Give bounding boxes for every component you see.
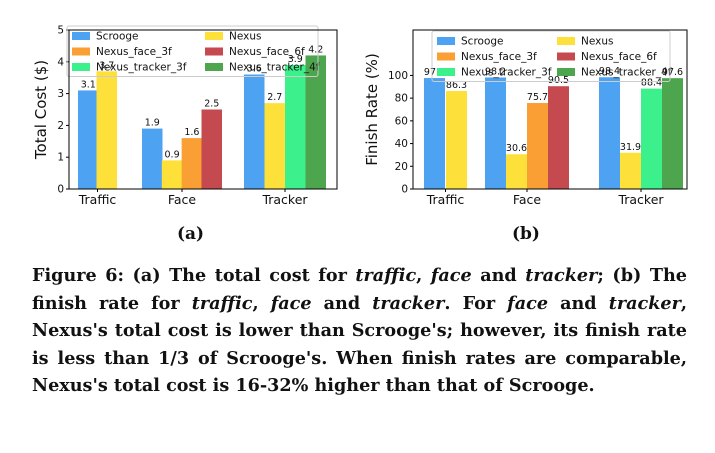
value-label: 75.7: [527, 92, 548, 103]
value-label: 31.9: [620, 142, 641, 153]
legend-label: Nexus_face_3f: [461, 51, 537, 63]
x-tick-label: Traffic: [426, 192, 465, 207]
bar-tracker-nexus_tracker_4f: [662, 78, 683, 189]
value-label: 2.5: [204, 99, 219, 110]
chart-total-cost: 3.13.7 Traffic 1.9 0.9 1.6 2.5 Face 3.6 2.7 3.9 4.…: [32, 25, 338, 207]
legend-swatch: [437, 52, 455, 61]
legend-frame: [66, 25, 319, 77]
bar-traffic-nexus: [96, 71, 117, 189]
value-label: 3.1: [81, 79, 96, 90]
y-tick-label: 4: [57, 56, 64, 68]
bar-face-nexus_face_3f: [527, 103, 548, 189]
legend-label: Nexus: [229, 31, 261, 43]
legend-label: Nexus_face_3f: [96, 46, 172, 58]
y-axis-label: Total Cost ($): [32, 60, 50, 160]
value-label: 86.3: [446, 80, 467, 91]
y-tick-label: 1: [57, 152, 64, 164]
legend-frame: [431, 30, 671, 82]
y-tick-label: 3: [57, 88, 64, 100]
legend-swatch: [557, 52, 575, 61]
y-tick-label: 2: [57, 120, 64, 132]
y-tick-label: 40: [395, 138, 408, 150]
value-label: 98.4: [599, 66, 620, 77]
bar-face-scrooge: [485, 77, 506, 189]
y-tick-label: 0: [401, 184, 408, 196]
value-label: 97.6: [662, 67, 683, 78]
legend-label: Nexus_tracker_3f: [461, 67, 552, 79]
legend-label: Nexus_tracker_3f: [96, 62, 187, 74]
value-label: 88.4: [641, 78, 662, 89]
bar-tracker-scrooge: [599, 77, 620, 189]
x-tick-label: Face: [513, 192, 542, 207]
value-label: 97.7: [424, 67, 445, 78]
legend-swatch: [437, 68, 455, 76]
y-axis-label: Finish Rate (%): [363, 53, 381, 166]
legend-label: Nexus_tracker_4f: [581, 67, 672, 79]
bar-tracker-scrooge: [244, 74, 265, 189]
x-tick-label: Face: [168, 192, 197, 207]
value-label: 1.9: [145, 118, 160, 129]
bar-tracker-nexus_tracker_3f: [285, 64, 306, 189]
bar-face-nexus_face_3f: [181, 138, 203, 189]
y-tick-label: 80: [395, 93, 408, 105]
value-label: 4.2: [308, 44, 323, 55]
y-tick-label: 100: [388, 70, 408, 82]
value-label: 3.7: [99, 60, 114, 71]
value-label: 0.9: [165, 149, 180, 160]
chart-finish-rate: 97.786.3 Traffic 98.2 30.6 75.790.5 Face 98.4 3…: [363, 29, 688, 207]
plot-frame: [412, 29, 688, 190]
subfigure-label-b: (b): [512, 224, 540, 244]
bar-tracker-nexus: [264, 103, 285, 189]
legend-swatch: [72, 63, 90, 71]
bar-face-nexus: [161, 160, 183, 189]
plot-frame: [68, 29, 338, 190]
bar-traffic-scrooge: [78, 90, 99, 189]
subfigure-label-a: (a): [177, 224, 205, 244]
value-label: 98.2: [485, 66, 506, 77]
figure-caption: Figure 6: (a) The total cost for traffic…: [32, 265, 687, 396]
legend-swatch: [205, 32, 223, 40]
value-label: 30.6: [506, 143, 527, 154]
bar-face-scrooge: [142, 128, 163, 189]
x-tick-label: Tracker: [261, 192, 308, 207]
x-tick-label: Traffic: [78, 192, 117, 207]
x-tick-label: Tracker: [617, 192, 664, 207]
legend-swatch: [72, 47, 90, 56]
legend-swatch: [205, 47, 223, 56]
legend-swatch: [72, 32, 90, 40]
value-label: 3.9: [288, 54, 303, 65]
bar-face-nexus_face_6f: [548, 86, 569, 189]
value-label: 90.5: [548, 75, 569, 86]
value-label: 1.6: [184, 127, 199, 138]
bar-traffic-nexus: [446, 90, 467, 189]
legend-label: Nexus_face_6f: [229, 46, 305, 58]
y-tick-label: 60: [395, 115, 408, 127]
legend-label: Scrooge: [461, 36, 504, 48]
legend-label: Scrooge: [96, 31, 139, 43]
legend-swatch: [557, 68, 575, 76]
legend-swatch: [557, 37, 575, 45]
legend-label: Nexus: [581, 36, 613, 48]
y-tick-label: 5: [57, 25, 64, 37]
bar-tracker-nexus_tracker_4f: [305, 55, 326, 189]
bar-face-nexus_face_6f: [201, 109, 222, 189]
value-label: 2.7: [267, 92, 282, 103]
y-tick-label: 20: [395, 161, 408, 173]
bar-traffic-scrooge: [424, 78, 445, 189]
legend-label: Nexus_face_6f: [581, 51, 657, 63]
bar-tracker-nexus_tracker_3f: [641, 88, 662, 189]
legend-swatch: [437, 37, 455, 45]
value-label: 3.6: [247, 64, 262, 75]
bar-face-nexus: [506, 154, 527, 189]
legend-label: Nexus_tracker_4f: [229, 62, 320, 74]
bar-tracker-nexus: [620, 152, 641, 189]
figure-canvas: 3.13.7 Traffic 1.9 0.9 1.6 2.5 Face 3.6 2.7 3.9 4.…: [32, 25, 688, 207]
legend-swatch: [205, 63, 223, 71]
y-tick-label: 0: [57, 184, 64, 196]
